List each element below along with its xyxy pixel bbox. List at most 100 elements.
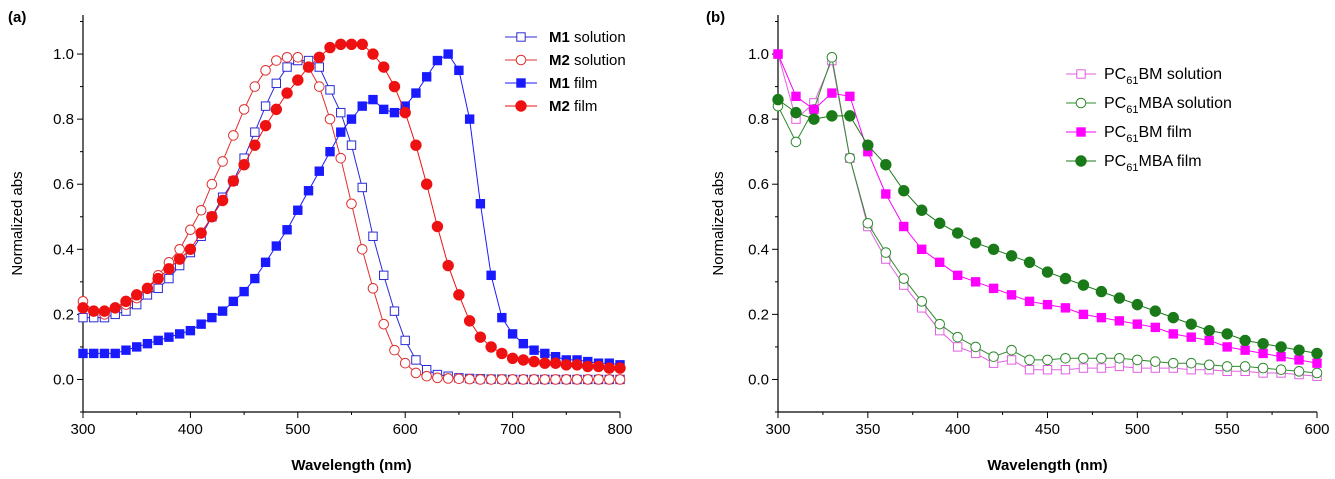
data-point — [507, 374, 518, 385]
data-point — [153, 283, 163, 294]
data-point — [271, 241, 282, 251]
data-point — [1312, 358, 1322, 368]
data-point — [336, 107, 346, 118]
data-point — [1078, 363, 1089, 373]
data-point — [399, 106, 411, 119]
data-point — [302, 61, 315, 73]
data-point — [259, 119, 272, 132]
data-point — [454, 65, 464, 76]
data-point — [131, 289, 143, 301]
data-point — [164, 273, 174, 284]
series-2 — [773, 49, 1322, 368]
data-point — [260, 101, 271, 111]
data-point — [185, 224, 196, 236]
data-point — [1293, 344, 1305, 356]
data-point — [1078, 309, 1089, 320]
data-point — [881, 189, 891, 199]
data-point — [952, 270, 963, 281]
data-point — [335, 38, 347, 50]
data-point — [227, 175, 240, 187]
data-point — [1078, 353, 1089, 364]
data-point — [1096, 363, 1107, 373]
data-point — [464, 373, 475, 385]
legend-marker — [515, 100, 527, 112]
data-point — [1006, 355, 1017, 365]
data-point — [862, 217, 874, 229]
x-tick-label: 800 — [607, 421, 632, 438]
data-point — [486, 270, 496, 281]
data-point — [1240, 345, 1250, 355]
data-point — [442, 259, 454, 272]
data-point — [899, 221, 909, 232]
data-point — [346, 140, 357, 150]
legend-label-pre: PC — [1104, 124, 1126, 141]
legend-label-bold: M1 — [549, 75, 570, 92]
legend-label: PC61MBA solution — [1104, 95, 1232, 116]
data-point — [249, 81, 261, 92]
data-point — [1258, 348, 1268, 359]
data-point — [898, 185, 910, 197]
legend-label-sub: 61 — [1126, 162, 1138, 174]
data-point — [196, 319, 206, 329]
data-point — [1023, 256, 1036, 269]
y-tick-label: 0.0 — [748, 371, 769, 388]
data-point — [292, 74, 304, 86]
data-point — [1132, 319, 1143, 329]
data-point — [324, 113, 336, 125]
data-point — [1060, 353, 1071, 364]
data-point — [292, 52, 304, 63]
data-point — [571, 359, 583, 371]
data-point — [379, 104, 389, 115]
data-point — [934, 318, 946, 330]
legend-entry: PC61BM solution — [1066, 66, 1222, 87]
data-point — [389, 107, 400, 118]
x-tick-label: 600 — [393, 421, 418, 438]
data-point — [98, 305, 111, 317]
data-point — [1005, 250, 1018, 262]
series-3 — [772, 93, 1323, 360]
legend-label: M1 film — [549, 75, 597, 92]
legend-label-pre: PC — [1104, 95, 1126, 112]
data-point — [173, 253, 186, 265]
legend-marker — [516, 78, 526, 88]
data-point — [217, 306, 228, 316]
data-point — [346, 114, 357, 124]
data-point — [411, 88, 421, 98]
x-axis-title: Wavelength (nm) — [291, 457, 411, 474]
data-point — [1042, 364, 1053, 375]
data-point — [485, 374, 497, 385]
legend-marker — [1076, 127, 1086, 137]
data-point — [916, 296, 928, 307]
x-axis-title: Wavelength (nm) — [987, 457, 1107, 474]
legend-label-bold: M2 — [549, 52, 570, 69]
data-point — [518, 374, 529, 385]
data-point — [314, 62, 324, 72]
data-point — [1239, 334, 1251, 347]
data-point — [1150, 322, 1160, 333]
data-point — [549, 357, 562, 369]
y-tick-label: 0.8 — [748, 111, 769, 128]
data-point — [228, 296, 239, 307]
data-point — [1294, 355, 1304, 365]
data-point — [195, 227, 207, 239]
data-point — [313, 81, 325, 92]
y-tick-label: 0.6 — [748, 176, 769, 193]
data-point — [844, 110, 856, 122]
data-point — [1095, 285, 1108, 298]
data-point — [844, 152, 856, 164]
data-point — [195, 204, 207, 216]
series-1 — [772, 52, 1323, 379]
data-point — [174, 243, 185, 255]
series-line — [82, 56, 620, 380]
series-1 — [77, 52, 626, 385]
data-point — [614, 374, 626, 385]
data-point — [453, 373, 465, 385]
data-point — [463, 315, 476, 327]
data-point — [217, 156, 228, 167]
data-point — [184, 243, 197, 255]
data-point — [142, 338, 153, 349]
data-point — [475, 374, 486, 385]
data-point — [1042, 299, 1053, 310]
data-point — [808, 113, 820, 125]
